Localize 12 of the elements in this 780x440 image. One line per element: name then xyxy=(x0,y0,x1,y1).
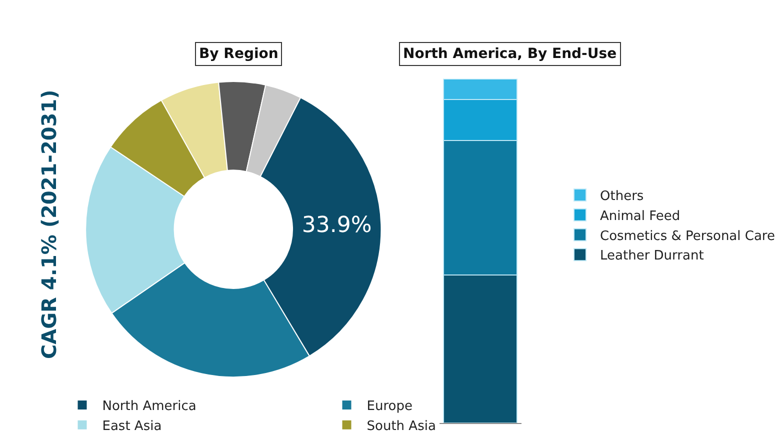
legend-label: South Asia xyxy=(366,418,436,434)
text: CAGR 4.1% (2021-2031) xyxy=(37,90,62,360)
legend-label: Leather Durrant xyxy=(600,248,704,264)
legend-label: Animal Feed xyxy=(600,208,680,224)
chart-title: By Region xyxy=(199,46,278,62)
legend-label: Others xyxy=(600,189,644,204)
legend-label: Europe xyxy=(366,399,412,414)
legend-label: East Asia xyxy=(102,418,162,434)
legend-label: North America xyxy=(102,399,196,414)
chart-title: North America, By End-Use xyxy=(403,46,617,62)
legend-label: Cosmetics & Personal Care xyxy=(600,228,775,244)
data-label: 33.9% xyxy=(302,213,372,238)
